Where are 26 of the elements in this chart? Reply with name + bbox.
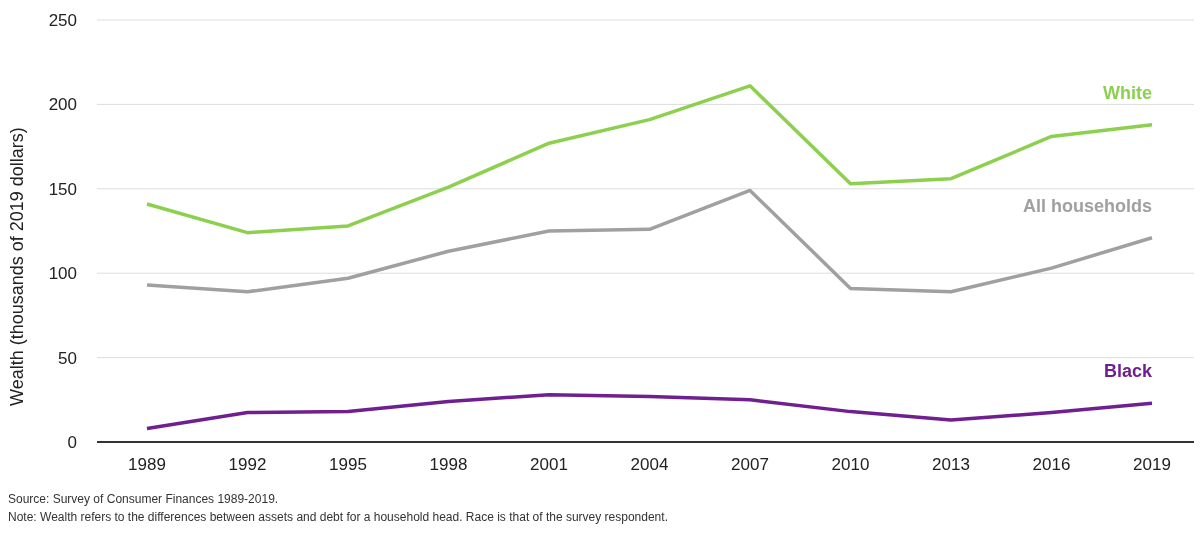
y-tick-label: 50 bbox=[58, 348, 77, 368]
series-label: White bbox=[1103, 82, 1152, 103]
y-tick-label: 0 bbox=[67, 433, 77, 453]
text: Note: Wealth refers to the differences between assets and debt for a household head. Race is that of the survey respondent. bbox=[8, 509, 669, 526]
series-label: Black bbox=[1103, 361, 1153, 382]
x-tick-label: 1992 bbox=[228, 455, 267, 475]
y-tick-label: 250 bbox=[48, 11, 77, 31]
line-series bbox=[145, 84, 1154, 235]
x-tick-label: 2010 bbox=[831, 455, 870, 475]
y-axis-title: Wealth (thousands of 2019 dollars) bbox=[7, 127, 28, 406]
x-tick-label: 1995 bbox=[329, 455, 367, 475]
x-tick-label: 2001 bbox=[530, 455, 568, 475]
source-note: Source: Survey of Consumer Finances 1989-2019. bbox=[8, 491, 280, 508]
series-label: All households bbox=[1022, 195, 1152, 216]
line-series bbox=[145, 392, 1154, 431]
x-tick-label: 1998 bbox=[429, 455, 468, 475]
x-tick-label: 2013 bbox=[932, 455, 970, 475]
y-tick-label: 100 bbox=[48, 264, 77, 284]
y-tick-label: 150 bbox=[48, 179, 77, 199]
x-tick-label: 2019 bbox=[1133, 455, 1171, 475]
x-tick-label: 2016 bbox=[1032, 455, 1071, 475]
x-tick-label: 2004 bbox=[630, 455, 669, 475]
line-series bbox=[145, 188, 1154, 294]
x-tick-label: 1989 bbox=[128, 455, 166, 475]
y-tick-label: 200 bbox=[48, 95, 77, 115]
x-tick-label: 2007 bbox=[731, 455, 769, 475]
